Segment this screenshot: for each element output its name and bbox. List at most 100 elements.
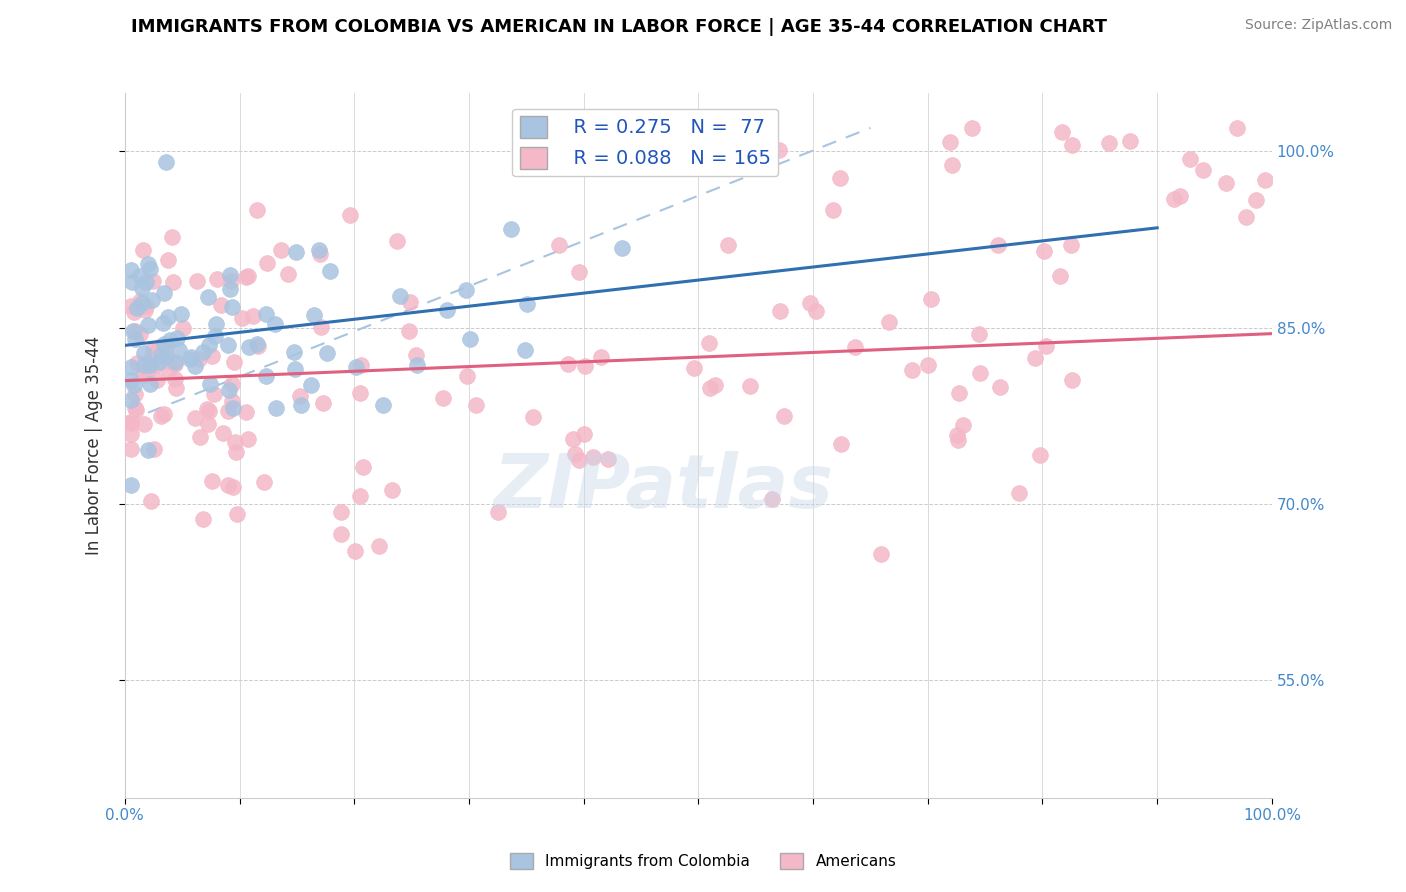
Point [901,363,924,377]
Point [1234,210,1257,224]
Point [198,403,221,417]
Point [343,543,366,558]
Point [283,345,305,359]
Point [224,434,246,449]
Point [120,416,142,430]
Point [946,433,969,447]
Point [1035,339,1057,353]
Point [610,242,633,256]
Point [202,386,225,401]
Point [152,316,174,330]
Point [163,357,186,371]
Point [238,340,260,354]
Point [1052,125,1074,139]
Point [120,392,142,407]
Point [960,120,983,135]
Point [221,300,243,314]
Point [160,229,183,244]
Point [219,275,242,289]
Point [1060,373,1083,387]
Point [574,359,596,373]
Point [920,292,942,306]
Point [120,417,142,431]
Point [120,299,142,313]
Point [946,428,969,442]
Point [349,489,371,503]
Point [134,365,156,379]
Point [352,460,374,475]
Point [156,354,179,368]
Point [231,310,253,325]
Point [1007,485,1029,500]
Point [186,274,208,288]
Point [159,333,181,347]
Point [221,376,243,391]
Point [398,324,420,338]
Legend: Immigrants from Colombia, Americans: Immigrants from Colombia, Americans [503,847,903,875]
Point [562,432,585,446]
Point [165,372,187,386]
Point [200,475,222,489]
Point [132,368,155,383]
Point [254,307,277,321]
Point [180,351,202,365]
Point [373,398,395,412]
Point [217,477,239,491]
Point [136,257,159,271]
Point [197,290,219,304]
Point [768,304,790,318]
Point [222,354,245,368]
Point [165,355,187,369]
Point [242,309,264,323]
Point [122,305,145,319]
Point [136,318,159,332]
Point [967,326,990,341]
Point [120,427,142,442]
Point [952,417,974,432]
Point [139,493,162,508]
Point [941,158,963,172]
Point [204,328,226,343]
Point [290,398,312,412]
Point [405,348,427,362]
Point [124,325,146,339]
Point [120,263,142,277]
Point [121,275,143,289]
Point [285,244,308,259]
Point [828,170,851,185]
Point [172,321,194,335]
Point [309,247,332,261]
Point [184,410,207,425]
Point [568,452,591,467]
Point [772,409,794,423]
Point [226,507,249,521]
Point [139,262,162,277]
Point [222,480,245,494]
Point [121,324,143,338]
Point [124,332,146,346]
Point [132,243,155,257]
Point [131,295,153,310]
Point [349,385,371,400]
Point [235,404,257,418]
Point [683,361,706,376]
Point [125,403,148,417]
Point [311,320,333,334]
Point [235,270,257,285]
Point [122,378,145,392]
Point [124,401,146,415]
Point [277,267,299,281]
Point [870,547,893,561]
Point [127,355,149,369]
Point [501,222,523,236]
Point [142,442,165,456]
Point [217,338,239,352]
Point [120,478,142,492]
Point [1226,121,1249,136]
Point [155,343,177,358]
Point [761,492,783,507]
Point [1024,351,1046,365]
Point [218,384,240,398]
Point [299,378,322,392]
Point [191,512,214,526]
